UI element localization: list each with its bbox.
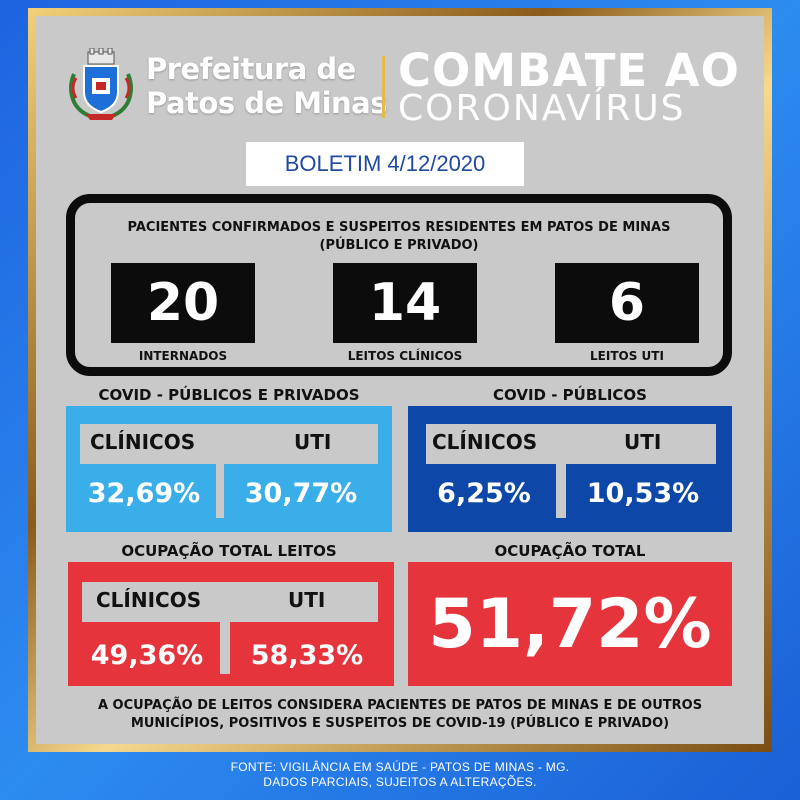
methodology-note-line2: MUNICÍPIOS, POSITIVOS E SUSPEITOS DE COV… bbox=[130, 716, 670, 731]
column-divider bbox=[220, 622, 230, 674]
summary-title-line1: PACIENTES CONFIRMADOS E SUSPEITOS RESIDE… bbox=[127, 220, 671, 235]
clinicos-label: CLÍNICOS bbox=[96, 588, 202, 612]
internados-count: 20 bbox=[111, 263, 255, 343]
ocupacao-total-leitos-label-bar: CLÍNICOS UTI bbox=[82, 582, 378, 622]
source-footer-line1: FONTE: VIGILÂNCIA EM SAÚDE - PATOS DE MI… bbox=[230, 760, 570, 774]
campaign-title-line1: COMBATE AO bbox=[398, 44, 740, 97]
clinicos-value: 32,69% bbox=[87, 477, 201, 509]
clinicos-value: 6,25% bbox=[437, 477, 531, 509]
clinicos-value: 49,36% bbox=[90, 639, 204, 671]
summary-title-line2: (PÚBLICO E PRIVADO) bbox=[319, 238, 479, 253]
organization-name: Prefeitura de Patos de Minas bbox=[146, 52, 388, 120]
organization-name-line1: Prefeitura de bbox=[146, 52, 356, 86]
city-coat-of-arms-icon bbox=[66, 47, 136, 122]
uti-label: UTI bbox=[624, 430, 662, 454]
source-footer: FONTE: VIGILÂNCIA EM SAÚDE - PATOS DE MI… bbox=[0, 760, 800, 790]
covid-publicos-privados-heading: COVID - PÚBLICOS E PRIVADOS bbox=[98, 386, 360, 404]
leitos-uti-label: LEITOS UTI bbox=[590, 349, 664, 363]
methodology-note-line1: A OCUPAÇÃO DE LEITOS CONSIDERA PACIENTES… bbox=[97, 698, 703, 713]
summary-title: PACIENTES CONFIRMADOS E SUSPEITOS RESIDE… bbox=[75, 219, 723, 255]
uti-label: UTI bbox=[288, 588, 326, 612]
ocupacao-total-block: 51,72% bbox=[408, 562, 732, 686]
leitos-clinicos-label: LEITOS CLÍNICOS bbox=[347, 349, 463, 363]
covid-publicos-block: CLÍNICOS UTI 6,25% 10,53% bbox=[408, 406, 732, 532]
internados-label: INTERNADOS bbox=[138, 349, 228, 363]
covid-publicos-label-bar: CLÍNICOS UTI bbox=[426, 424, 716, 464]
leitos-uti-count: 6 bbox=[555, 263, 699, 343]
campaign-title-line2: CORONAVÍRUS bbox=[398, 88, 686, 129]
leitos-clinicos-count: 14 bbox=[333, 263, 477, 343]
uti-value: 10,53% bbox=[586, 477, 700, 509]
clinicos-label: CLÍNICOS bbox=[90, 430, 196, 454]
ocupacao-total-heading: OCUPAÇÃO TOTAL bbox=[494, 542, 646, 560]
organization-name-line2: Patos de Minas bbox=[146, 86, 388, 120]
covid-publicos-privados-label-bar: CLÍNICOS UTI bbox=[80, 424, 378, 464]
source-footer-line2: DADOS PARCIAIS, SUJEITOS A ALTERAÇÕES. bbox=[263, 775, 537, 789]
uti-value: 30,77% bbox=[244, 477, 358, 509]
ocupacao-total-leitos-heading: OCUPAÇÃO TOTAL LEITOS bbox=[121, 542, 337, 560]
covid-publicos-privados-block: CLÍNICOS UTI 32,69% 30,77% bbox=[66, 406, 392, 532]
column-divider bbox=[216, 464, 224, 518]
covid-publicos-heading: COVID - PÚBLICOS bbox=[493, 386, 647, 404]
summary-box: PACIENTES CONFIRMADOS E SUSPEITOS RESIDE… bbox=[66, 194, 732, 376]
column-divider bbox=[556, 464, 566, 518]
bulletin-date-badge: BOLETIM 4/12/2020 bbox=[246, 142, 524, 186]
ocupacao-total-value: 51,72% bbox=[428, 584, 712, 664]
clinicos-label: CLÍNICOS bbox=[432, 430, 538, 454]
uti-label: UTI bbox=[294, 430, 332, 454]
methodology-note: A OCUPAÇÃO DE LEITOS CONSIDERA PACIENTES… bbox=[36, 697, 764, 733]
ocupacao-total-leitos-block: CLÍNICOS UTI 49,36% 58,33% bbox=[68, 562, 394, 686]
header-divider bbox=[382, 56, 385, 118]
uti-value: 58,33% bbox=[250, 639, 364, 671]
